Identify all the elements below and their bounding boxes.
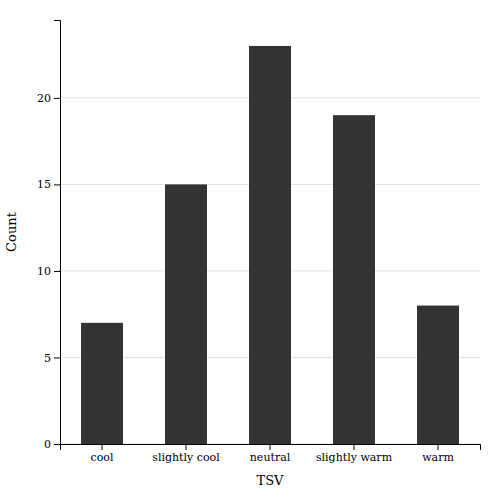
tick-label: slightly warm <box>316 451 393 464</box>
chart-svg: cool slightly cool neutral slightly warm war… <box>0 0 500 499</box>
tick-mark <box>54 98 60 99</box>
tick: cool <box>91 444 114 464</box>
tick: 0 <box>44 438 60 451</box>
tick: 15 <box>37 178 60 191</box>
y-axis: 0 5 10 15 20 <box>37 21 61 452</box>
tick: slightly warm <box>316 444 393 464</box>
tick-mark <box>54 271 60 272</box>
tick-mark <box>54 357 60 358</box>
tick-mark <box>54 184 60 185</box>
bar <box>249 46 291 444</box>
tick-mark <box>54 444 60 445</box>
bars <box>81 46 459 444</box>
plot-area: cool slightly cool neutral slightly warm war… <box>37 21 481 464</box>
tick: 5 <box>44 351 60 364</box>
tick: warm <box>422 444 454 464</box>
tick-label: warm <box>422 451 454 464</box>
tick: 20 <box>37 92 60 105</box>
tick: neutral <box>250 444 291 464</box>
y-axis-label: Count <box>4 211 19 252</box>
tick-label: 20 <box>37 92 51 105</box>
axis-line <box>61 445 481 451</box>
chart-container: cool slightly cool neutral slightly warm war… <box>0 0 500 499</box>
tick-label: slightly cool <box>152 451 220 464</box>
tick-label: 10 <box>37 265 51 278</box>
tick-mark <box>102 444 103 450</box>
tick-mark <box>354 444 355 450</box>
tick-label: 15 <box>37 178 51 191</box>
bar <box>81 323 123 444</box>
bar <box>417 306 459 444</box>
tick-label: neutral <box>250 451 291 464</box>
bar <box>165 184 207 444</box>
tick: 10 <box>37 265 60 278</box>
x-axis: cool slightly cool neutral slightly warm war… <box>61 444 481 464</box>
tick-label: cool <box>91 451 114 464</box>
tick-mark <box>270 444 271 450</box>
tick: slightly cool <box>152 444 220 464</box>
axis-line <box>54 21 61 445</box>
tick-label: 5 <box>44 351 51 364</box>
tick-mark <box>186 444 187 450</box>
bar <box>333 115 375 444</box>
tick-label: 0 <box>44 438 51 451</box>
tick-mark <box>438 444 439 450</box>
x-axis-label: TSV <box>257 473 285 488</box>
